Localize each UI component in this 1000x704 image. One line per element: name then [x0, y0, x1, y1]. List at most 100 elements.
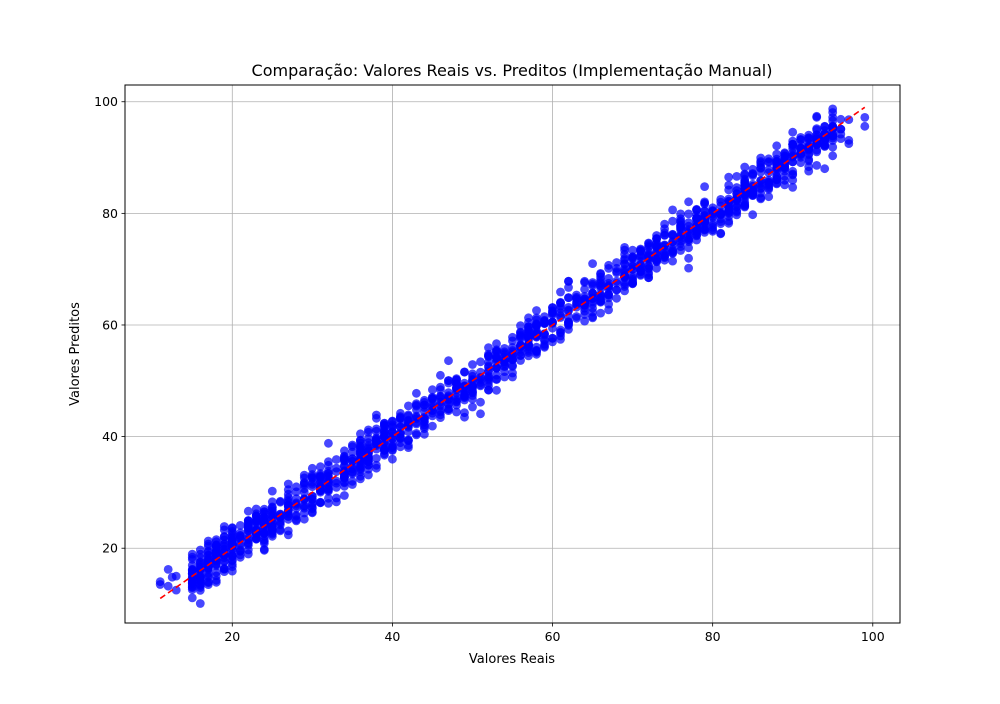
data-point: [340, 477, 349, 487]
data-point: [460, 367, 469, 377]
data-point: [187, 560, 197, 570]
data-point: [604, 264, 613, 273]
data-point: [564, 293, 573, 303]
data-point: [348, 454, 357, 464]
data-point: [243, 540, 253, 550]
data-point: [396, 442, 405, 452]
data-point: [692, 231, 701, 241]
data-point: [380, 440, 389, 449]
data-point: [195, 576, 205, 586]
data-point: [828, 142, 838, 152]
data-point: [532, 306, 541, 315]
data-point: [764, 154, 774, 164]
data-point: [684, 221, 693, 231]
data-point: [460, 393, 469, 402]
data-point: [612, 258, 621, 267]
data-point: [756, 194, 766, 204]
data-point: [604, 299, 613, 309]
data-point: [796, 133, 806, 142]
data-point: [612, 268, 621, 278]
data-point: [620, 255, 629, 265]
data-point: [580, 284, 589, 294]
data-point: [195, 549, 205, 559]
data-point: [243, 506, 253, 516]
data-point: [740, 181, 750, 191]
data-point: [324, 472, 333, 482]
data-point: [724, 218, 734, 228]
y-axis-label: Valores Preditos: [68, 302, 83, 406]
data-point: [227, 532, 237, 542]
data-point: [516, 350, 525, 360]
data-point: [388, 434, 397, 444]
data-point: [780, 175, 790, 185]
data-point: [211, 575, 221, 585]
grid: [125, 85, 900, 623]
data-point: [588, 279, 597, 289]
data-point: [612, 293, 621, 303]
data-point: [211, 541, 221, 551]
data-point: [340, 461, 349, 470]
data-point: [748, 210, 758, 220]
x-tick-label: 100: [861, 629, 885, 644]
data-point: [572, 299, 581, 309]
data-point: [484, 351, 493, 361]
data-point: [628, 261, 637, 271]
data-point: [844, 115, 854, 124]
x-tick-label: 40: [384, 629, 400, 644]
data-point: [508, 372, 517, 382]
data-point: [604, 290, 613, 299]
data-point: [388, 445, 397, 454]
data-point: [412, 399, 421, 408]
data-point: [724, 208, 734, 218]
data-point: [235, 546, 245, 556]
data-point: [251, 511, 261, 521]
data-point: [203, 580, 213, 589]
x-axis-label: Valores Reais: [469, 652, 555, 667]
data-point: [219, 539, 229, 549]
data-point: [299, 480, 309, 490]
data-point: [428, 403, 437, 412]
y-tick-label: 80: [102, 206, 118, 221]
data-point: [356, 438, 365, 448]
data-point: [259, 504, 269, 514]
data-point: [452, 397, 461, 406]
data-point: [436, 370, 445, 380]
data-point: [227, 555, 237, 565]
data-point: [235, 531, 245, 540]
data-point: [788, 151, 798, 160]
chart-title: Comparação: Valores Reais vs. Preditos (…: [252, 61, 773, 80]
data-point: [428, 421, 437, 431]
data-point: [316, 498, 325, 508]
data-point: [628, 276, 637, 286]
data-point: [684, 209, 693, 219]
data-point: [396, 413, 405, 423]
data-point: [436, 397, 445, 407]
data-point: [356, 429, 365, 439]
data-point: [548, 333, 557, 343]
data-point: [251, 533, 261, 542]
data-point: [420, 422, 429, 431]
data-point: [652, 231, 661, 240]
data-point: [412, 419, 421, 429]
reference-line-group: [159, 106, 866, 600]
data-point: [492, 374, 501, 384]
data-point: [620, 266, 629, 275]
data-point: [612, 285, 621, 295]
data-point: [740, 162, 750, 172]
data-point: [452, 407, 461, 417]
data-point: [508, 361, 517, 370]
data-point: [219, 553, 229, 562]
reference-line: [159, 106, 866, 600]
data-point: [652, 243, 661, 252]
data-point: [740, 201, 750, 210]
data-point: [700, 217, 709, 227]
data-point: [299, 488, 309, 497]
data-point: [740, 169, 750, 179]
data-point: [820, 140, 830, 150]
x-tick-label: 60: [545, 629, 561, 644]
data-point: [540, 342, 549, 352]
data-point: [700, 207, 709, 216]
axes-frame: [124, 84, 901, 624]
data-point: [700, 182, 709, 192]
